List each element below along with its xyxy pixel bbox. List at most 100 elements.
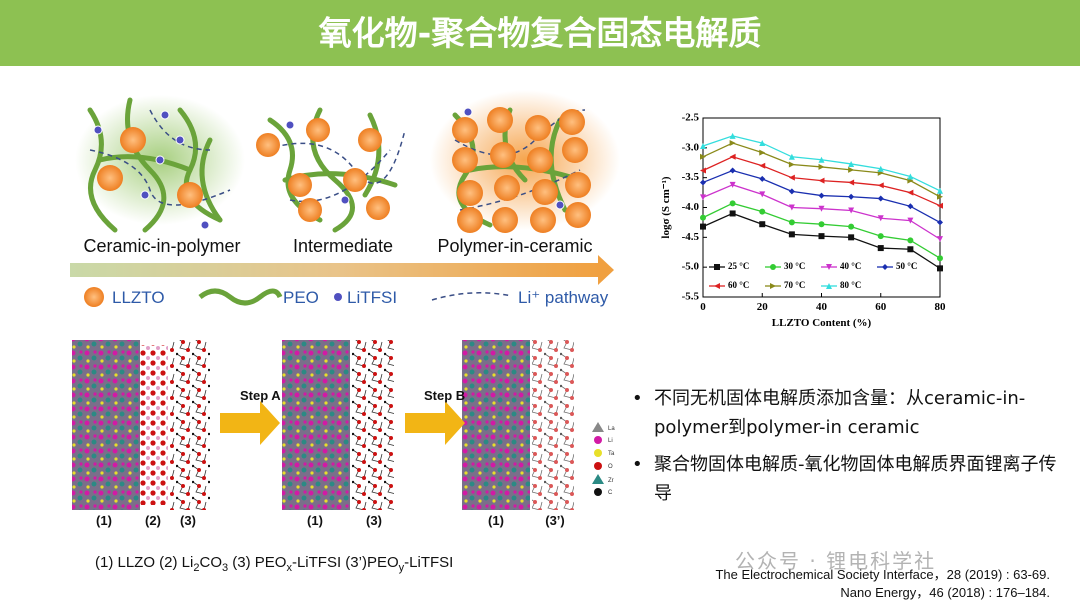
marker bbox=[937, 187, 943, 194]
series-line bbox=[702, 135, 941, 192]
marker bbox=[848, 223, 855, 230]
marker bbox=[848, 193, 855, 200]
marker bbox=[818, 205, 825, 212]
x-axis-label: LLZTO Content (%) bbox=[772, 317, 872, 329]
marker bbox=[729, 200, 736, 207]
marker bbox=[759, 221, 766, 228]
marker bbox=[937, 236, 943, 243]
references: The Electrochemical Society Interface，28… bbox=[715, 566, 1050, 602]
structure-label: (1) bbox=[488, 513, 504, 528]
caption-text: -LiTFSI bbox=[404, 554, 453, 571]
marker bbox=[937, 219, 943, 226]
stage-label: Polymer-in-ceramic bbox=[437, 236, 592, 256]
marker bbox=[729, 140, 736, 147]
marker bbox=[907, 217, 914, 224]
x-tick-label: 80 bbox=[935, 301, 947, 313]
marker bbox=[907, 237, 914, 244]
marker bbox=[877, 195, 884, 202]
marker bbox=[877, 215, 884, 222]
marker bbox=[700, 214, 706, 221]
marker bbox=[729, 167, 736, 174]
caption-subscript: 2 bbox=[193, 562, 199, 574]
legend-label: PEO bbox=[283, 288, 319, 307]
caption-subscript: x bbox=[286, 562, 292, 574]
marker bbox=[788, 174, 795, 181]
legend-label: 60 °C bbox=[728, 280, 749, 290]
structure-label: (1) bbox=[307, 513, 323, 528]
marker bbox=[877, 182, 884, 189]
legend-label: LLZTO bbox=[112, 288, 165, 307]
x-tick-label: 60 bbox=[875, 301, 887, 313]
marker bbox=[759, 208, 766, 215]
element-label: Ta bbox=[608, 451, 615, 457]
marker bbox=[759, 149, 766, 156]
x-tick-label: 0 bbox=[700, 301, 706, 313]
marker bbox=[788, 188, 795, 195]
marker bbox=[700, 143, 706, 150]
marker bbox=[937, 265, 943, 272]
legend-label: 25 °C bbox=[728, 261, 749, 271]
caption-text: CO bbox=[199, 554, 222, 571]
legend-label: LiTFSI bbox=[347, 288, 397, 307]
conductivity-chart: -2.5 -3.0 -3.5 -4.0 -4.5 -5.0 -5.50 20 40 60 80 LLZ… bbox=[660, 112, 946, 329]
y-tick-label: -5.0 bbox=[682, 261, 700, 273]
marker bbox=[826, 264, 832, 270]
caption-text: -LiTFSI (3’)PEO bbox=[292, 554, 399, 571]
caption-subscript: y bbox=[399, 562, 405, 574]
reference: The Electrochemical Society Interface，28… bbox=[715, 567, 1050, 582]
marker bbox=[729, 132, 736, 139]
marker bbox=[770, 264, 776, 270]
structure-label: (3) bbox=[366, 513, 382, 528]
element-label: C bbox=[608, 490, 613, 496]
bullet-list: 不同无机固体电解质添加含量：从ceramic-in-polymer到polyme… bbox=[628, 384, 1058, 516]
marker bbox=[826, 283, 832, 289]
marker bbox=[818, 156, 825, 163]
header-bar bbox=[0, 0, 1080, 66]
marker bbox=[818, 233, 825, 240]
marker bbox=[877, 165, 884, 172]
marker bbox=[848, 160, 855, 167]
y-tick-label: -3.0 bbox=[682, 141, 700, 153]
marker bbox=[818, 192, 825, 199]
y-axis-label: logσ (S cm⁻¹) bbox=[660, 176, 672, 238]
marker bbox=[770, 283, 776, 289]
legend-label: 50 °C bbox=[896, 261, 917, 271]
bullet: 聚合物固体电解质-氧化物固体电解质界面锂离子传导 bbox=[628, 450, 1058, 508]
marker bbox=[788, 153, 795, 160]
marker bbox=[907, 173, 914, 180]
stage-label: Intermediate bbox=[293, 236, 393, 256]
y-tick-label: -2.5 bbox=[682, 112, 700, 124]
y-tick-label: -5.5 bbox=[682, 291, 700, 303]
marker bbox=[937, 255, 943, 262]
x-tick-label: 40 bbox=[816, 301, 828, 313]
step-label: Step B bbox=[424, 388, 465, 403]
marker bbox=[907, 189, 914, 196]
marker bbox=[788, 204, 795, 211]
caption-text: (1) LLZO (2) Li bbox=[95, 554, 193, 571]
step-label: Step A bbox=[240, 388, 281, 403]
marker bbox=[818, 221, 825, 228]
marker bbox=[848, 166, 855, 173]
structure-label: (1) bbox=[96, 513, 112, 528]
marker bbox=[848, 234, 855, 241]
marker bbox=[729, 210, 736, 217]
marker bbox=[759, 191, 766, 198]
caption-text: (3) PEO bbox=[228, 554, 286, 571]
marker bbox=[759, 162, 766, 169]
structure-caption: (1) LLZO (2) Li2CO3 (3) PEOx-LiTFSI (3’)… bbox=[95, 554, 453, 574]
y-tick-label: -4.5 bbox=[682, 231, 700, 243]
x-tick-label: 20 bbox=[757, 301, 769, 313]
legend-label: 40 °C bbox=[840, 261, 861, 271]
element-label: Zr bbox=[608, 478, 614, 484]
legend-label: 70 °C bbox=[784, 280, 805, 290]
marker bbox=[937, 202, 943, 209]
marker bbox=[818, 163, 825, 170]
structure-label: (2) bbox=[145, 513, 161, 528]
series-line bbox=[702, 142, 941, 198]
marker bbox=[729, 153, 736, 160]
structure-label: (3’) bbox=[545, 513, 565, 528]
marker bbox=[714, 283, 720, 289]
marker bbox=[788, 219, 795, 226]
